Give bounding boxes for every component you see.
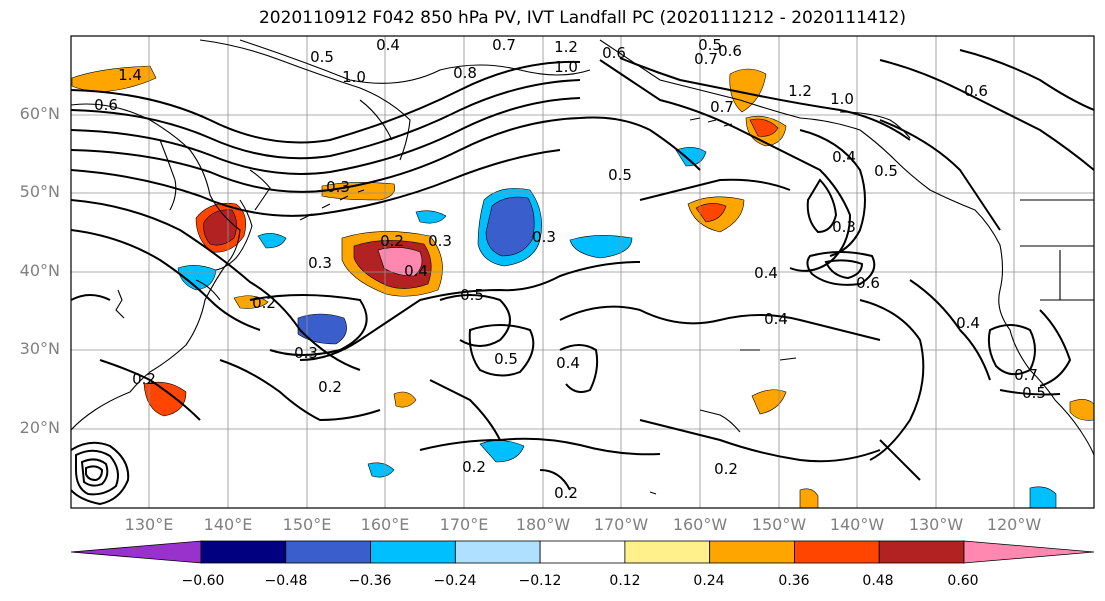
lon-label: 180°W — [515, 515, 571, 534]
colorbar-segment — [285, 540, 371, 564]
contour-label: 0.4 — [376, 36, 400, 54]
contour-label: 0.3 — [532, 228, 556, 246]
colorbar-extend-min — [70, 540, 202, 564]
contour-label: 0.4 — [764, 310, 788, 328]
contour-label: 0.4 — [754, 264, 778, 282]
lon-label: 140°E — [203, 515, 253, 534]
lon-label: 140°W — [829, 515, 885, 534]
colorbar-tick-label: −0.36 — [348, 573, 392, 589]
contour-label: 0.7 — [694, 50, 718, 68]
lon-label: 160°E — [360, 515, 410, 534]
contour-label: 1.2 — [554, 38, 578, 56]
contour-label: 0.3 — [294, 344, 318, 362]
contour-label: 0.6 — [856, 274, 880, 292]
contour-label: 0.3 — [428, 232, 452, 250]
map-title: 2020110912 F042 850 hPa PV, IVT Landfall… — [258, 8, 906, 28]
contour-label: 0.5 — [494, 350, 518, 368]
contour-label: 1.0 — [342, 68, 366, 86]
contour-label: 1.0 — [554, 58, 578, 76]
colorbar-extend-max — [963, 540, 1095, 564]
lon-label: 150°W — [751, 515, 807, 534]
contour-label: 0.2 — [318, 378, 342, 396]
colorbar-tick-label: 0.12 — [609, 573, 641, 589]
contour-label: 0.5 — [1022, 384, 1046, 402]
pv-contours — [71, 49, 1094, 506]
lon-label: 170°W — [593, 515, 649, 534]
colorbar-segment — [878, 540, 965, 564]
contour-label: 0.2 — [252, 294, 276, 312]
colorbar-tick-label: 0.60 — [947, 573, 979, 589]
colorbar-segment — [709, 540, 795, 564]
contour-label: 0.8 — [453, 64, 477, 82]
lat-label: 30°N — [19, 339, 60, 358]
contour-label: 0.5 — [310, 48, 334, 66]
contour-label: 0.2 — [462, 458, 486, 476]
lon-label: 150°E — [282, 515, 332, 534]
contour-label: 0.4 — [956, 314, 980, 332]
contour-label: 0.5 — [460, 286, 484, 304]
contour-label: 0.4 — [832, 148, 856, 166]
lat-label: 60°N — [19, 104, 60, 123]
colorbar-segment — [794, 540, 880, 564]
contour-label: 0.2 — [380, 232, 404, 250]
contour-label: 0.3 — [832, 218, 856, 236]
pv-shading — [71, 65, 1094, 508]
colorbar-tick-label: 0.48 — [862, 573, 894, 589]
colorbar — [70, 540, 1095, 564]
colorbar-segment — [370, 540, 456, 564]
lon-label: 130°E — [124, 515, 174, 534]
contour-label: 0.3 — [326, 178, 350, 196]
lat-label: 20°N — [19, 418, 60, 437]
contour-label: 0.3 — [308, 254, 332, 272]
contour-label: 0.6 — [602, 44, 626, 62]
contour-labels: 0.5 0.4 1.0 0.8 0.7 0.6 1.2 1.0 0.5 0.6 … — [94, 36, 1046, 502]
colorbar-tick-label: 0.36 — [778, 573, 810, 589]
colorbar-tick-label: −0.24 — [433, 573, 477, 589]
lat-label: 50°N — [19, 182, 60, 201]
contour-label: 0.7 — [710, 98, 734, 116]
contour-label: 0.2 — [714, 460, 738, 478]
colorbar-segment — [200, 540, 287, 564]
contour-label: 0.5 — [874, 162, 898, 180]
contour-label: 0.2 — [554, 484, 578, 502]
colorbar-segment — [624, 540, 711, 564]
colorbar-tick-label: −0.60 — [181, 573, 225, 589]
colorbar-tick-label: 0.24 — [693, 573, 725, 589]
contour-label: 0.4 — [404, 262, 428, 280]
contour-label: 1.4 — [118, 66, 142, 84]
contour-label: 0.6 — [964, 82, 988, 100]
contour-label: 1.0 — [830, 90, 854, 108]
contour-label: 0.6 — [718, 42, 742, 60]
lon-label: 130°W — [908, 515, 964, 534]
colorbar-tick-label: −0.48 — [264, 573, 308, 589]
contour-label: 1.2 — [788, 82, 812, 100]
lon-label: 160°W — [672, 515, 728, 534]
colorbar-segment — [539, 540, 626, 564]
lat-label: 40°N — [19, 261, 60, 280]
contour-label: 0.5 — [698, 36, 722, 54]
contour-label: 0.4 — [556, 354, 580, 372]
contour-label: 0.5 — [608, 166, 632, 184]
contour-label: 0.2 — [132, 370, 156, 388]
map-frame — [70, 35, 1095, 509]
contour-label: 0.7 — [1014, 366, 1038, 384]
contour-label: 0.7 — [492, 36, 516, 54]
coastlines — [71, 39, 1094, 495]
colorbar-segment — [454, 540, 541, 564]
contour-label: 0.6 — [94, 96, 118, 114]
colorbar-tick-label: −0.12 — [518, 573, 562, 589]
lon-label: 170°E — [439, 515, 489, 534]
lon-label: 120°W — [986, 515, 1042, 534]
